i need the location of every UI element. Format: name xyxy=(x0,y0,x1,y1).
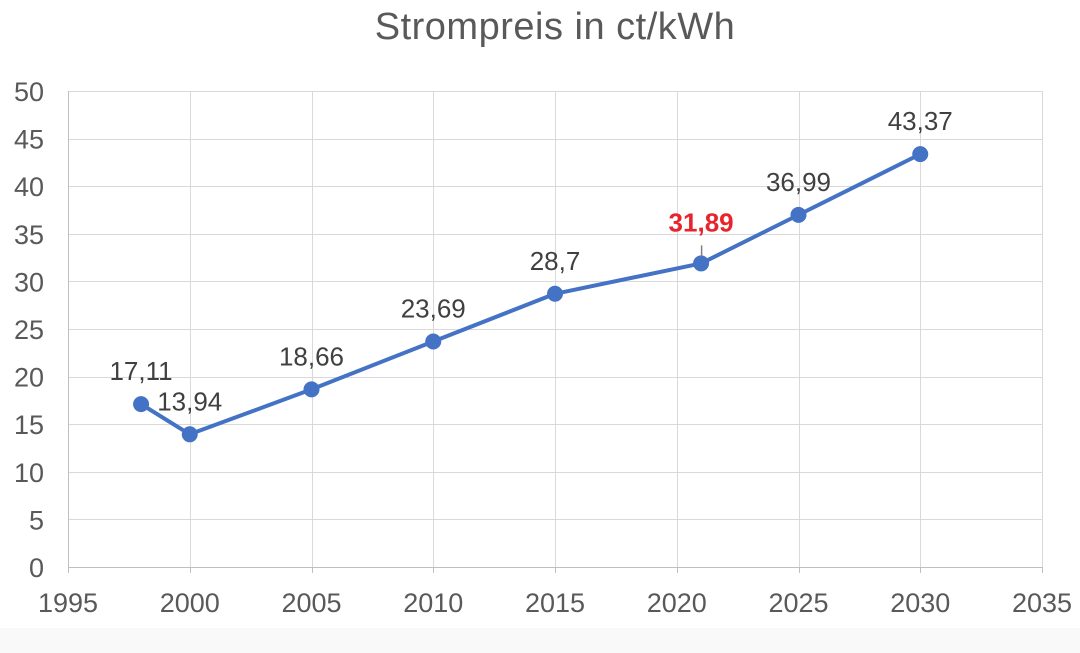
x-tick-label: 2025 xyxy=(768,588,828,618)
y-tick-label: 10 xyxy=(14,458,44,488)
data-point-marker xyxy=(303,381,320,398)
y-tick-label: 15 xyxy=(14,410,44,440)
data-label: 18,66 xyxy=(279,341,344,371)
x-tick-label: 2005 xyxy=(281,588,341,618)
data-label: 13,94 xyxy=(157,386,222,416)
y-tick-label: 40 xyxy=(14,172,44,202)
y-tick-label: 50 xyxy=(14,77,44,107)
data-point-marker xyxy=(181,426,198,443)
data-label: 28,7 xyxy=(530,246,581,276)
series-line xyxy=(139,152,923,437)
x-tick-label: 2030 xyxy=(890,588,950,618)
y-tick-label: 30 xyxy=(14,267,44,297)
data-label: 17,11 xyxy=(109,356,172,386)
x-tick-label: 1995 xyxy=(38,588,98,618)
data-label-highlighted: 31,89 xyxy=(669,207,734,237)
data-point-marker xyxy=(912,146,929,163)
data-point-marker xyxy=(425,333,442,350)
y-tick-label: 5 xyxy=(29,505,44,535)
y-tick-label: 0 xyxy=(29,553,44,583)
y-tick-label: 20 xyxy=(14,363,44,393)
data-point-marker xyxy=(693,255,710,272)
data-label: 43,37 xyxy=(888,106,953,136)
x-tick-label: 2015 xyxy=(525,588,585,618)
footer-strip xyxy=(0,628,1080,653)
data-point-marker xyxy=(547,285,563,302)
y-tick-label: 35 xyxy=(14,220,44,250)
x-tick-label: 2010 xyxy=(403,588,463,618)
data-point-marker xyxy=(133,396,150,413)
x-tick-label: 2020 xyxy=(647,588,707,618)
x-tick-label: 2035 xyxy=(1012,588,1072,618)
y-tick-label: 25 xyxy=(14,315,44,345)
data-label: 23,69 xyxy=(401,293,466,323)
x-tick-label: 2000 xyxy=(160,588,220,618)
data-label: 36,99 xyxy=(766,167,831,197)
y-tick-label: 45 xyxy=(14,125,44,155)
chart-title: Strompreis in ct/kWh xyxy=(374,6,736,48)
data-point-marker xyxy=(790,206,807,223)
